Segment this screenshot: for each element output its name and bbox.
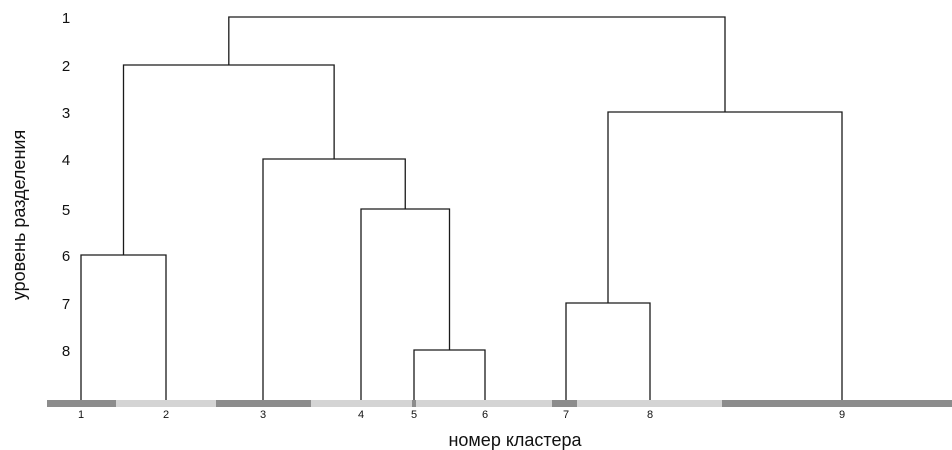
cluster-bar-segment <box>116 400 216 407</box>
cluster-label-6: 6 <box>482 409 488 421</box>
merge-link-m1 <box>228 16 726 112</box>
level-label-3: 3 <box>62 105 70 122</box>
y-axis-title: уровень разделения <box>9 130 29 300</box>
cluster-bar-segment <box>416 400 552 407</box>
merge-link-m5 <box>360 208 451 400</box>
cluster-label-7: 7 <box>563 409 569 421</box>
cluster-bar-segment <box>577 400 722 407</box>
cluster-label-1: 1 <box>78 409 84 421</box>
level-labels: 1 2 3 4 5 6 7 8 <box>62 10 70 360</box>
x-axis-title: номер кластера <box>448 430 582 450</box>
merge-link-m4 <box>262 158 406 400</box>
merge-link-m3 <box>607 111 843 400</box>
cluster-label-4: 4 <box>358 409 364 421</box>
merge-link-m2 <box>122 64 335 255</box>
cluster-label-8: 8 <box>647 409 653 421</box>
cluster-label-5: 5 <box>411 409 417 421</box>
dendrogram-links <box>80 16 843 400</box>
level-label-2: 2 <box>62 58 70 75</box>
level-label-1: 1 <box>62 10 70 27</box>
cluster-labels: 1 2 3 4 5 6 7 8 9 <box>78 409 845 421</box>
merge-link-m6 <box>80 254 167 400</box>
level-label-5: 5 <box>62 202 70 219</box>
cluster-bar-segment <box>412 400 416 407</box>
cluster-bar-segment <box>722 400 952 407</box>
cluster-bar-segment <box>47 400 116 407</box>
level-label-8: 8 <box>62 343 70 360</box>
cluster-label-2: 2 <box>163 409 169 421</box>
level-label-7: 7 <box>62 296 70 313</box>
level-label-4: 4 <box>62 152 70 169</box>
cluster-label-9: 9 <box>839 409 845 421</box>
cluster-label-3: 3 <box>260 409 266 421</box>
level-label-6: 6 <box>62 248 70 265</box>
cluster-bar-segment <box>311 400 412 407</box>
cluster-bar-segment <box>216 400 311 407</box>
merge-link-m8 <box>413 349 486 400</box>
cluster-bar-segment <box>552 400 577 407</box>
cluster-bar <box>47 400 952 407</box>
merge-link-m7 <box>565 302 651 400</box>
